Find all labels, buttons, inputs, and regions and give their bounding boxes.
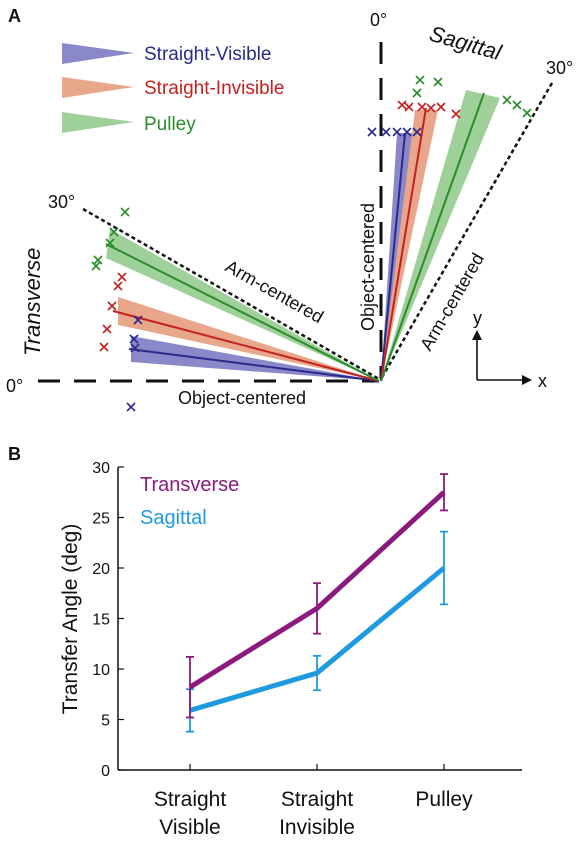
sagittal-markers-straight-invisible: [397, 100, 461, 119]
sagittal-wedge-pulley: [381, 90, 500, 381]
y-tick-label: 10: [92, 662, 110, 679]
sagittal-zero-label: 0°: [370, 10, 387, 30]
x-ticks: Straight Visible Straight Invisible Pulley: [154, 764, 473, 839]
x-tick-label: Straight: [281, 788, 354, 811]
legend-swatch-straight-visible: [62, 43, 134, 64]
legend-swatch-straight-invisible: [62, 77, 134, 98]
sagittal-line-straight-visible: [380, 132, 406, 382]
x-tick-label: Invisible: [279, 816, 355, 839]
sagittal-markers-straight-visible: [367, 127, 422, 137]
transverse-markers-straight-visible: [126, 315, 143, 412]
series-label-sagittal: Sagittal: [140, 507, 207, 529]
y-tick-label: 20: [92, 561, 110, 578]
sagittal-line-pulley: [380, 92, 485, 382]
sagittal-thirty-label: 30°: [546, 58, 573, 78]
legend-swatch-pulley: [62, 112, 134, 133]
transverse-wedge-straight-invisible: [118, 297, 379, 381]
legend: Straight-Visible Straight-Invisible Pull…: [62, 43, 284, 135]
series-line-transverse: [188, 490, 446, 690]
series-label-transverse: Transverse: [140, 474, 239, 496]
x-tick-label: Visible: [159, 816, 220, 839]
legend-label-pulley: Pulley: [144, 114, 196, 135]
transverse-line-straight-visible: [128, 348, 380, 382]
y-tick-label: 0: [101, 763, 110, 780]
object-centered-vertical-label: Object-centered: [358, 203, 378, 331]
xy-axis-indicator: y x: [472, 308, 547, 391]
x-tick-label: Pulley: [415, 788, 473, 811]
transverse-arm-axis: [82, 207, 380, 381]
transverse-line-straight-invisible: [112, 310, 380, 382]
y-tick-label: 15: [92, 612, 110, 629]
legend-label-straight-invisible: Straight-Invisible: [144, 78, 284, 99]
sagittal-plane-label: Sagittal: [427, 21, 505, 66]
object-centered-horizontal-label: Object-centered: [178, 388, 306, 408]
y-axis-indicator-label: y: [473, 308, 482, 328]
transverse-thirty-label: 30°: [48, 192, 75, 212]
y-tick-label: 25: [92, 511, 110, 528]
transverse-zero-label: 0°: [6, 376, 23, 396]
transverse-wedge-pulley: [106, 229, 379, 381]
sagittal-wedge-straight-invisible: [381, 110, 438, 381]
transverse-markers-pulley: [91, 207, 130, 271]
series-line-sagittal: [189, 566, 446, 713]
sagittal-markers-pulley: [412, 75, 532, 118]
panel-a: A Straight-Visible Straight-Invisible Pu…: [6, 6, 573, 412]
y-tick-label: 30: [92, 460, 110, 477]
panel-b-letter: B: [8, 444, 21, 464]
y-ticks: 0 5 10 15 20 25 30: [92, 460, 124, 780]
sagittal-arm-axis: [379, 82, 554, 380]
x-tick-label: Straight: [154, 788, 227, 811]
x-axis-indicator-label: x: [538, 371, 547, 391]
legend-label-straight-visible: Straight-Visible: [144, 44, 271, 65]
transverse-wedge-straight-visible: [131, 336, 379, 381]
transverse-markers-straight-invisible: [99, 272, 127, 352]
panel-b: B Transfer Angle (deg) 0 5 10 15 20 25 30 Stra…: [8, 444, 522, 839]
sagittal-line-straight-invisible: [380, 107, 427, 382]
panel-a-letter: A: [8, 6, 21, 26]
series-layer: [186, 473, 448, 733]
transverse-line-pulley: [105, 243, 380, 382]
y-tick-label: 5: [101, 713, 110, 730]
subject-markers: [91, 75, 532, 412]
transverse-plane-label: Transverse: [20, 248, 45, 356]
y-axis-title: Transfer Angle (deg): [59, 524, 82, 715]
